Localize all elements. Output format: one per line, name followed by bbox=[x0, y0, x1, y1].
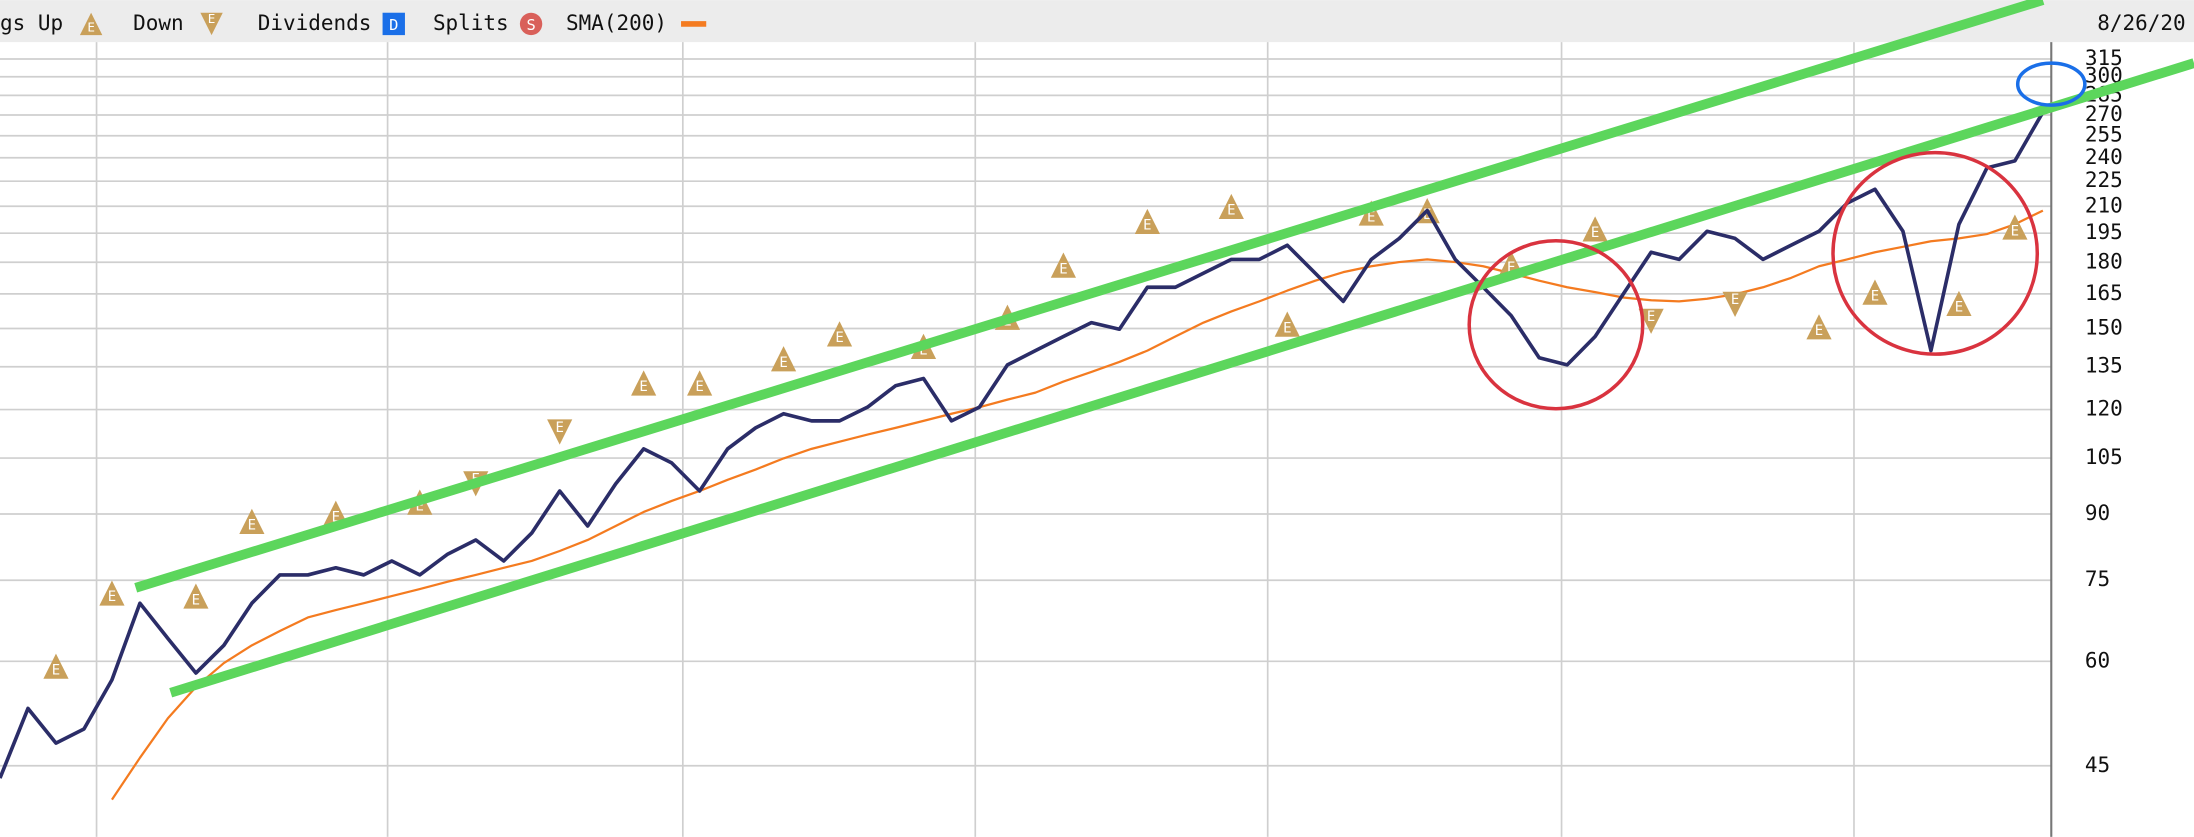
earnings-marker-label: E bbox=[1423, 207, 1431, 223]
earnings-marker-label: E bbox=[52, 662, 60, 678]
sma-line bbox=[111, 209, 2044, 801]
trend-line bbox=[134, 0, 2045, 593]
highlight-circle bbox=[2015, 61, 2087, 107]
header-bar bbox=[0, 0, 2194, 43]
legend-icon-label: S bbox=[526, 16, 535, 34]
earnings-marker bbox=[183, 583, 209, 609]
x-grid bbox=[95, 42, 1855, 837]
y-tick-label: 105 bbox=[2085, 445, 2123, 469]
y-tick-label: 180 bbox=[2085, 249, 2123, 273]
earnings-marker-label: E bbox=[1143, 218, 1151, 234]
earnings-marker-label: E bbox=[108, 589, 116, 605]
earnings-marker-label: E bbox=[1815, 323, 1823, 339]
legend-icon-label: E bbox=[87, 20, 95, 35]
earnings-marker bbox=[687, 370, 713, 396]
earnings-marker-label: E bbox=[332, 509, 340, 525]
earnings-marker-label: E bbox=[835, 330, 843, 346]
earnings-marker bbox=[43, 653, 69, 679]
earnings-marker bbox=[547, 419, 573, 445]
highlight-circle bbox=[1831, 150, 2040, 356]
date-label: 8/26/20 bbox=[2097, 11, 2185, 35]
legend-label: gs Up bbox=[0, 11, 63, 35]
legend-icon bbox=[382, 12, 405, 36]
earnings-marker-label: E bbox=[695, 379, 703, 395]
earnings-marker-label: E bbox=[779, 355, 787, 371]
earnings-marker bbox=[1358, 200, 1384, 226]
earnings-marker bbox=[1582, 216, 1608, 242]
earnings-marker bbox=[1134, 208, 1160, 235]
legend-icon bbox=[79, 12, 103, 36]
trend-line bbox=[169, 58, 2194, 698]
earnings-marker bbox=[1862, 279, 1888, 305]
earnings-marker-label: E bbox=[248, 518, 256, 534]
legend-icon-label: E bbox=[208, 11, 216, 26]
annotations bbox=[134, 0, 2194, 698]
earnings-marker-label: E bbox=[919, 343, 927, 359]
earnings-marker bbox=[1806, 314, 1832, 340]
legend-label: SMA(200) bbox=[566, 11, 667, 35]
y-tick-label: 255 bbox=[2085, 123, 2123, 147]
earnings-marker bbox=[1722, 291, 1748, 317]
earnings-marker-label: E bbox=[1059, 261, 1067, 277]
earnings-marker-label: E bbox=[1591, 225, 1599, 241]
earnings-marker bbox=[2002, 214, 2028, 240]
earnings-marker-label: E bbox=[2011, 223, 2019, 239]
y-tick-label: 225 bbox=[2085, 168, 2123, 192]
earnings-marker-label: E bbox=[1871, 288, 1879, 304]
y-tick-label: 165 bbox=[2085, 281, 2123, 305]
legend-icon-label: D bbox=[389, 16, 398, 34]
y-tick-label: 75 bbox=[2085, 567, 2110, 591]
earnings-marker bbox=[1218, 193, 1244, 220]
earnings-marker-label: E bbox=[555, 420, 563, 436]
earnings-marker-label: E bbox=[1507, 260, 1515, 276]
price-line bbox=[0, 111, 2045, 779]
earnings-marker-label: E bbox=[1955, 300, 1963, 316]
y-tick-label: 210 bbox=[2085, 193, 2123, 217]
earnings-marker-label: E bbox=[1227, 203, 1235, 219]
earnings-marker bbox=[1946, 290, 1972, 317]
legend-label: Dividends bbox=[258, 11, 372, 35]
y-tick-label: 270 bbox=[2085, 102, 2123, 126]
y-tick-label: 315 bbox=[2085, 46, 2123, 70]
earnings-marker-label: E bbox=[1367, 209, 1375, 225]
earnings-marker bbox=[99, 580, 125, 606]
earnings-marker bbox=[1274, 311, 1300, 337]
earnings-marker bbox=[1638, 308, 1664, 334]
earnings-marker-label: E bbox=[1647, 309, 1655, 325]
earnings-marker bbox=[1050, 252, 1077, 278]
y-tick-label: 240 bbox=[2085, 145, 2123, 169]
earnings-marker bbox=[239, 508, 265, 534]
y-tick-label: 195 bbox=[2085, 220, 2123, 244]
y-tick-label: 60 bbox=[2085, 648, 2110, 672]
y-tick-label: 135 bbox=[2085, 354, 2123, 378]
earnings-marker-label: E bbox=[639, 379, 647, 395]
legend-label: Splits bbox=[433, 11, 509, 35]
earnings-marker-label: E bbox=[1283, 320, 1291, 336]
y-tick-label: 120 bbox=[2085, 397, 2123, 421]
highlight-circle bbox=[1467, 239, 1645, 411]
earnings-marker-label: E bbox=[1731, 292, 1739, 308]
earnings-marker-label: E bbox=[192, 592, 200, 608]
earnings-marker bbox=[631, 370, 657, 396]
earnings-marker bbox=[770, 346, 797, 372]
y-tick-label: 45 bbox=[2085, 753, 2110, 777]
y-tick-label: 90 bbox=[2085, 501, 2110, 525]
legend-label: Down bbox=[133, 11, 184, 35]
earnings-marker bbox=[826, 321, 853, 347]
legend-icon bbox=[519, 12, 543, 36]
y-tick-label: 150 bbox=[2085, 315, 2123, 339]
earnings-marker-label: E bbox=[416, 498, 424, 514]
legend-icon bbox=[200, 12, 223, 36]
